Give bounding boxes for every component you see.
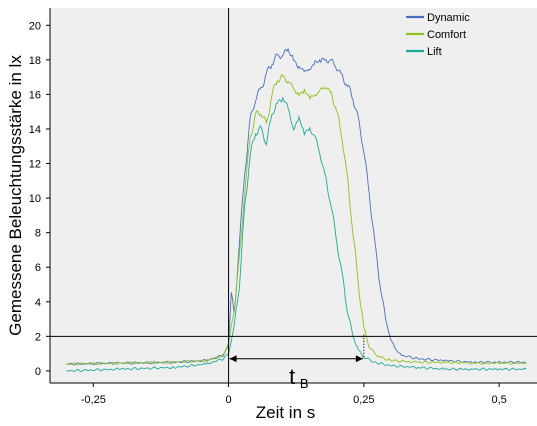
y-tick-label: 0 [35,366,41,378]
legend-label-dynamic: Dynamic [427,12,470,24]
y-tick-label: 6 [35,262,41,274]
y-tick-label: 2 [35,331,41,343]
x-tick-label: 0 [226,394,232,406]
y-tick-label: 16 [29,89,41,101]
y-tick-label: 18 [29,55,41,67]
reference-lines [50,8,537,383]
x-tick-label: -0,25 [81,394,106,406]
series-line-dynamic [66,47,527,366]
x-tick-label: 0,5 [491,394,506,406]
series-layer [65,47,527,372]
duration-label-subscript: B [300,376,309,391]
legend-label-lift: Lift [427,46,442,58]
y-tick-label: 10 [29,193,41,205]
x-tick-label: 0,25 [353,394,374,406]
plot-area [50,8,537,383]
legend-label-comfort: Comfort [427,29,466,41]
y-tick-label: 14 [29,124,41,136]
axes: 0 2 4 6 8 10 12 14 16 18 20 -0,25 0 0,25 0,5 [29,8,537,406]
y-tick-label: 20 [29,20,41,32]
x-axis-label: Zeit in s [256,403,316,422]
series-line-comfort [66,73,527,366]
duration-label: t [289,364,295,389]
legend: Dynamic Comfort Lift [406,12,470,58]
y-tick-label: 8 [35,228,41,240]
y-tick-label: 4 [35,297,41,309]
arrowhead-right [355,355,363,363]
y-axis-label: Gemessene Beleuchtungsstärke in lx [6,55,25,336]
series-line-lift [65,96,527,372]
arrowhead-left [229,355,237,363]
y-tick-label: 12 [29,159,41,171]
